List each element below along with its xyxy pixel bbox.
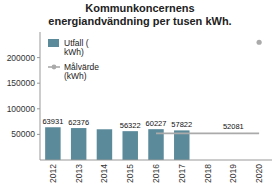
x-tick-label: 2017	[177, 164, 187, 183]
x-tick-label: 2016	[151, 164, 161, 183]
y-axis-line	[40, 32, 41, 160]
y-tick-label: 50000	[11, 129, 35, 139]
legend-swatch-dot	[52, 65, 57, 70]
data-label: 57822	[171, 120, 192, 129]
x-tick-label: 2012	[48, 164, 58, 183]
data-label: 62376	[68, 118, 89, 127]
bar	[71, 128, 86, 160]
x-tick-label: 2013	[74, 164, 84, 183]
x-tick-label: 2019	[228, 164, 238, 183]
text-line: Kommunkoncernens	[85, 2, 194, 14]
target-dot	[257, 40, 262, 45]
chart: Kommunkoncernensenergiandvändning per tu…	[0, 0, 280, 190]
x-axis-line	[40, 160, 272, 161]
bar	[174, 130, 189, 160]
bar	[45, 127, 60, 160]
text-line: kWh)	[64, 47, 84, 57]
y-tick-label: 150000	[7, 78, 36, 88]
legend: Utfall (kWh) Målvärde(kWh)	[48, 38, 99, 81]
x-tick-label: 2015	[125, 164, 135, 183]
bar	[122, 131, 137, 160]
title: Kommunkoncernensenergiandvändning per tu…	[48, 2, 231, 27]
legend-swatch	[48, 39, 59, 47]
x-tick-label: 2020	[254, 164, 264, 183]
marks	[45, 40, 262, 160]
y-tick-label: 200000	[7, 53, 36, 63]
y-tick-label: 100000	[7, 104, 36, 114]
data-label: 60227	[146, 119, 167, 128]
legend-label: Målvärde(kWh)	[64, 62, 99, 81]
text-line: (kWh)	[64, 71, 87, 81]
annotation: 52081	[223, 122, 244, 131]
bar	[97, 129, 112, 160]
x-tick-label: 2014	[99, 164, 109, 183]
text-line: energiandvändning per tusen kWh.	[48, 15, 231, 27]
legend-label: Utfall (kWh)	[64, 38, 89, 57]
data-label: 63931	[42, 117, 63, 126]
data-label: 56322	[120, 121, 141, 130]
x-tick-label: 2018	[203, 164, 213, 183]
target-line	[156, 133, 259, 135]
